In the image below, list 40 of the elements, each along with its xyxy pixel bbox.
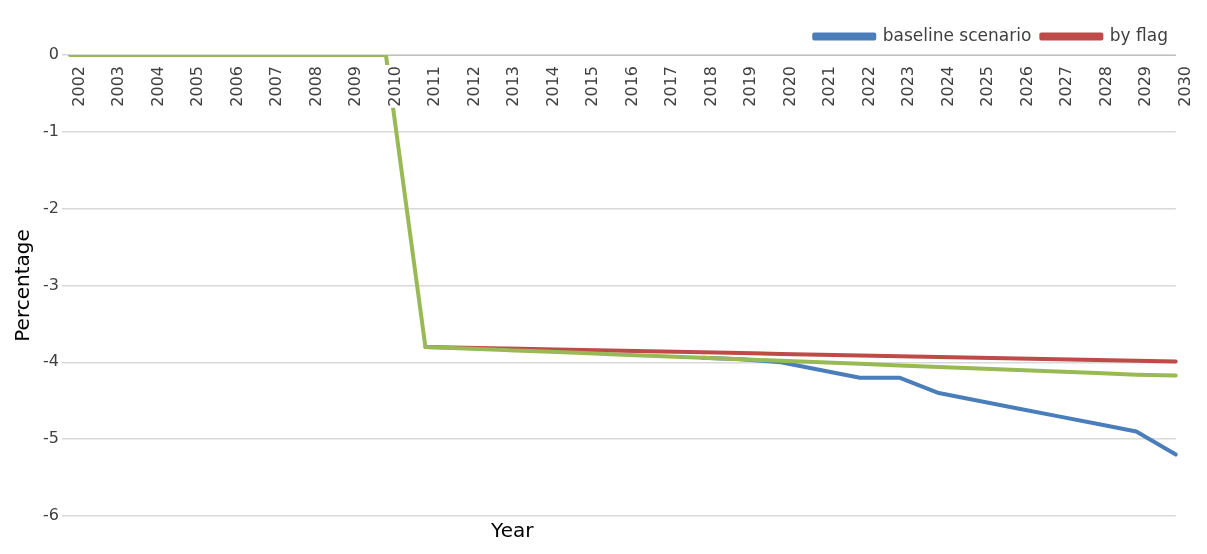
x-tick-label: 2025 (977, 66, 997, 107)
x-tick-label: 2019 (740, 66, 760, 107)
x-tick-label: 2027 (1056, 66, 1076, 107)
x-tick-label: 2023 (898, 66, 918, 107)
x-tick-label: 2012 (463, 66, 483, 107)
x-tick-label: 2030 (1174, 66, 1194, 107)
x-tick-label: 2018 (700, 66, 720, 107)
x-tick-label: 2002 (68, 66, 88, 107)
x-tick-label: 2016 (621, 66, 641, 107)
x-tick-label: 2017 (661, 66, 681, 107)
x-tick-label: 2021 (819, 66, 839, 107)
x-axis-title: Year (490, 518, 535, 543)
legend-label: by flag (1109, 24, 1168, 45)
x-tick-label: 2020 (779, 66, 799, 107)
x-tick-label: 2026 (1016, 66, 1036, 107)
x-tick-label: 2024 (937, 66, 957, 107)
x-tick-label: 2008 (305, 66, 325, 107)
y-tick-label: -2 (43, 197, 59, 217)
y-tick-label: -4 (43, 351, 59, 371)
x-tick-label: 2004 (147, 66, 167, 107)
x-tick-label: 2010 (384, 66, 404, 107)
x-tick-label: 2029 (1135, 66, 1155, 107)
x-tick-label: 2005 (187, 66, 207, 107)
x-tick-label: 2009 (345, 66, 365, 107)
y-tick-label: -6 (43, 505, 59, 525)
x-tick-label: 2015 (582, 66, 602, 107)
y-tick-label: -5 (43, 428, 59, 448)
x-tick-label: 2013 (503, 66, 523, 107)
y-tick-label: 0 (48, 44, 59, 64)
y-axis-title: Percentage (10, 229, 35, 342)
x-tick-label: 2028 (1095, 66, 1115, 107)
x-tick-label: 2022 (858, 66, 878, 107)
y-tick-label: -1 (43, 120, 59, 140)
x-tick-label: 2007 (266, 66, 286, 107)
x-tick-label: 2003 (108, 66, 128, 107)
x-tick-label: 2006 (226, 66, 246, 107)
y-tick-label: -3 (43, 274, 59, 294)
legend-label: baseline scenario (882, 24, 1032, 45)
x-tick-label: 2011 (424, 66, 444, 107)
x-tick-label: 2014 (542, 66, 562, 107)
